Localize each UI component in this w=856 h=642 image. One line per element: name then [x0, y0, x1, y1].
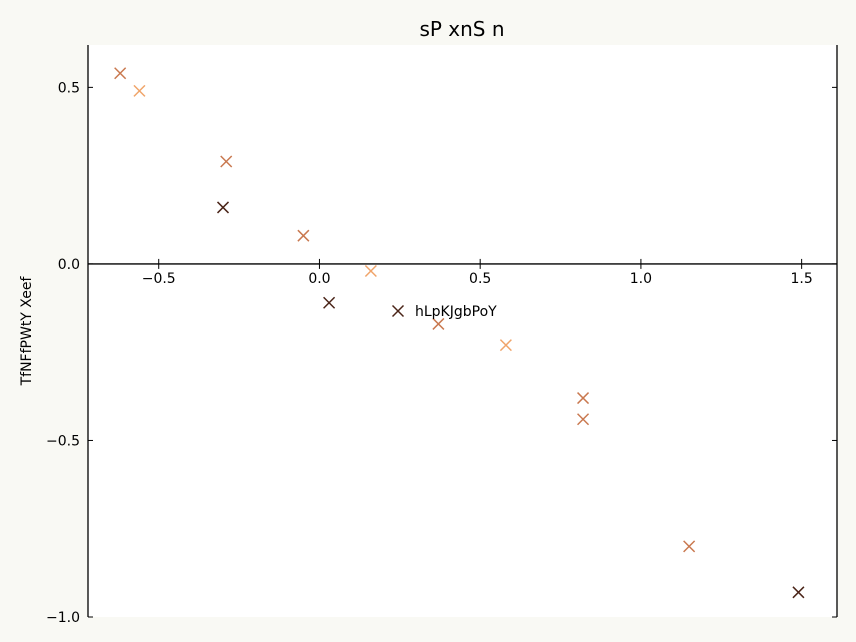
data-point [683, 540, 696, 553]
x-tick-label: 0.5 [469, 271, 491, 287]
axes [87, 45, 838, 617]
data-point [432, 317, 445, 330]
data-point [133, 84, 146, 97]
data-point [364, 264, 377, 278]
plot-area [88, 45, 837, 617]
ticks: −0.5 0.0 0.5 1.0 1.5 −1.0 −0.5 0.0 0.5 [46, 80, 837, 626]
y-axis-label: TfNFfPWtY Xeef [19, 276, 35, 387]
x-tick-label: 1.0 [630, 271, 652, 287]
legend: hLpKJgbPoY [391, 304, 497, 320]
data-point [114, 67, 127, 80]
y-tick-label: −0.5 [46, 433, 80, 449]
data-point [220, 155, 233, 168]
legend-label: hLpKJgbPoY [415, 304, 497, 320]
data-points [114, 67, 805, 599]
data-point [216, 201, 230, 214]
chart-title: sP xnS n [419, 17, 504, 41]
data-point [297, 229, 310, 242]
x-tick-label: −0.5 [142, 271, 176, 287]
x-tick-label: 0.0 [308, 271, 330, 287]
data-point [499, 339, 512, 352]
x-tick-label: 1.5 [791, 271, 813, 287]
y-tick-label: 0.0 [58, 257, 80, 273]
legend-marker [391, 304, 405, 318]
y-tick-label: 0.5 [58, 80, 80, 96]
data-point [577, 413, 590, 426]
data-point [577, 392, 590, 405]
data-point [792, 586, 805, 599]
y-tick-label: −1.0 [46, 610, 80, 626]
data-point [323, 296, 336, 309]
